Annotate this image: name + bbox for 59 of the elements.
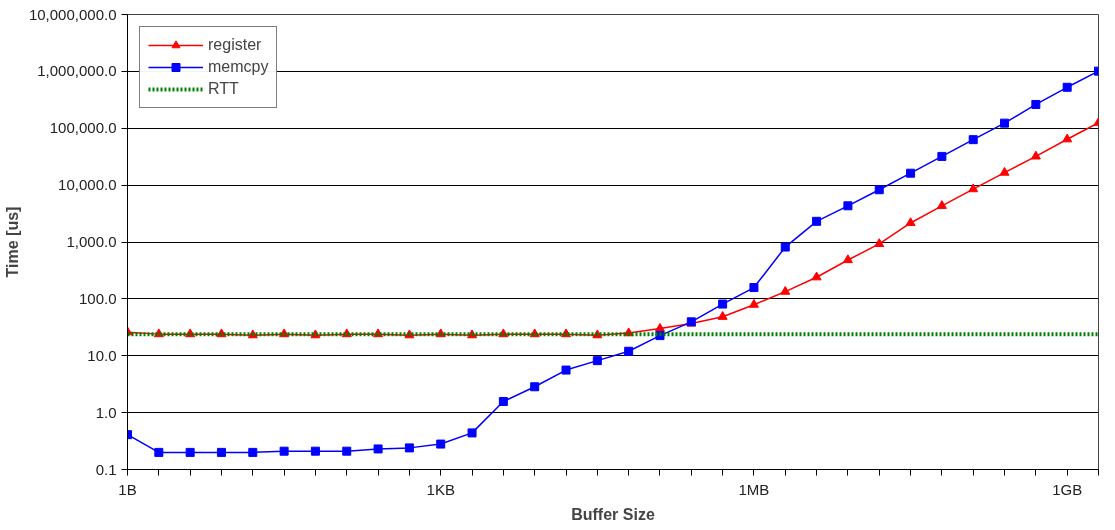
- point: [248, 447, 258, 457]
- point: [780, 242, 790, 252]
- point: [936, 200, 947, 209]
- y-tick-label: 0.1: [95, 460, 117, 478]
- point: [812, 216, 822, 226]
- point: [1031, 99, 1041, 109]
- point: [467, 428, 477, 438]
- legend-label: register: [208, 36, 262, 54]
- point: [749, 283, 759, 293]
- y-tick-label: 100,000.0: [49, 119, 117, 137]
- point: [937, 151, 947, 161]
- x-tick-label: 1KB: [426, 480, 455, 498]
- legend-label: memcpy: [208, 58, 269, 76]
- legend-label: RTT: [208, 80, 239, 98]
- point: [1062, 133, 1073, 143]
- point: [842, 254, 853, 264]
- point: [906, 168, 916, 178]
- point: [498, 396, 508, 406]
- point: [624, 346, 634, 356]
- point: [874, 185, 884, 195]
- y-tick-label: 10,000,000.0: [28, 5, 117, 23]
- point: [843, 201, 853, 211]
- point: [404, 443, 414, 453]
- y-axis-title: Time [us]: [3, 206, 21, 278]
- point: [185, 447, 195, 457]
- point: [654, 322, 665, 332]
- point: [530, 382, 540, 392]
- point: [999, 166, 1010, 176]
- point: [1062, 82, 1072, 92]
- point: [373, 444, 383, 454]
- x-tick-label: 1GB: [1052, 480, 1083, 498]
- y-tick-label: 10.0: [87, 346, 117, 364]
- point: [561, 365, 571, 375]
- point: [717, 311, 728, 320]
- point: [811, 271, 822, 281]
- point: [905, 217, 916, 227]
- point: [1030, 150, 1041, 160]
- y-tick-label: 10,000.0: [58, 176, 117, 194]
- x-tick-label: 1B: [118, 480, 137, 498]
- point: [874, 238, 885, 248]
- point: [216, 447, 226, 457]
- x-axis-title: Buffer Size: [571, 505, 655, 523]
- point: [342, 446, 352, 456]
- y-tick-label: 1,000.0: [66, 233, 117, 250]
- point: [310, 446, 320, 456]
- point: [968, 183, 979, 193]
- y-tick-label: 1,000,000.0: [37, 62, 117, 80]
- point: [718, 299, 728, 309]
- point: [780, 285, 791, 295]
- point: [1000, 118, 1010, 128]
- point: [154, 447, 164, 457]
- point: [436, 439, 446, 449]
- point: [968, 135, 978, 145]
- x-tick-label: 1MB: [738, 480, 770, 498]
- point: [592, 356, 602, 366]
- point: [279, 446, 289, 456]
- point: [748, 299, 759, 308]
- y-tick-label: 100.0: [78, 289, 117, 307]
- y-tick-label: 1.0: [95, 403, 117, 421]
